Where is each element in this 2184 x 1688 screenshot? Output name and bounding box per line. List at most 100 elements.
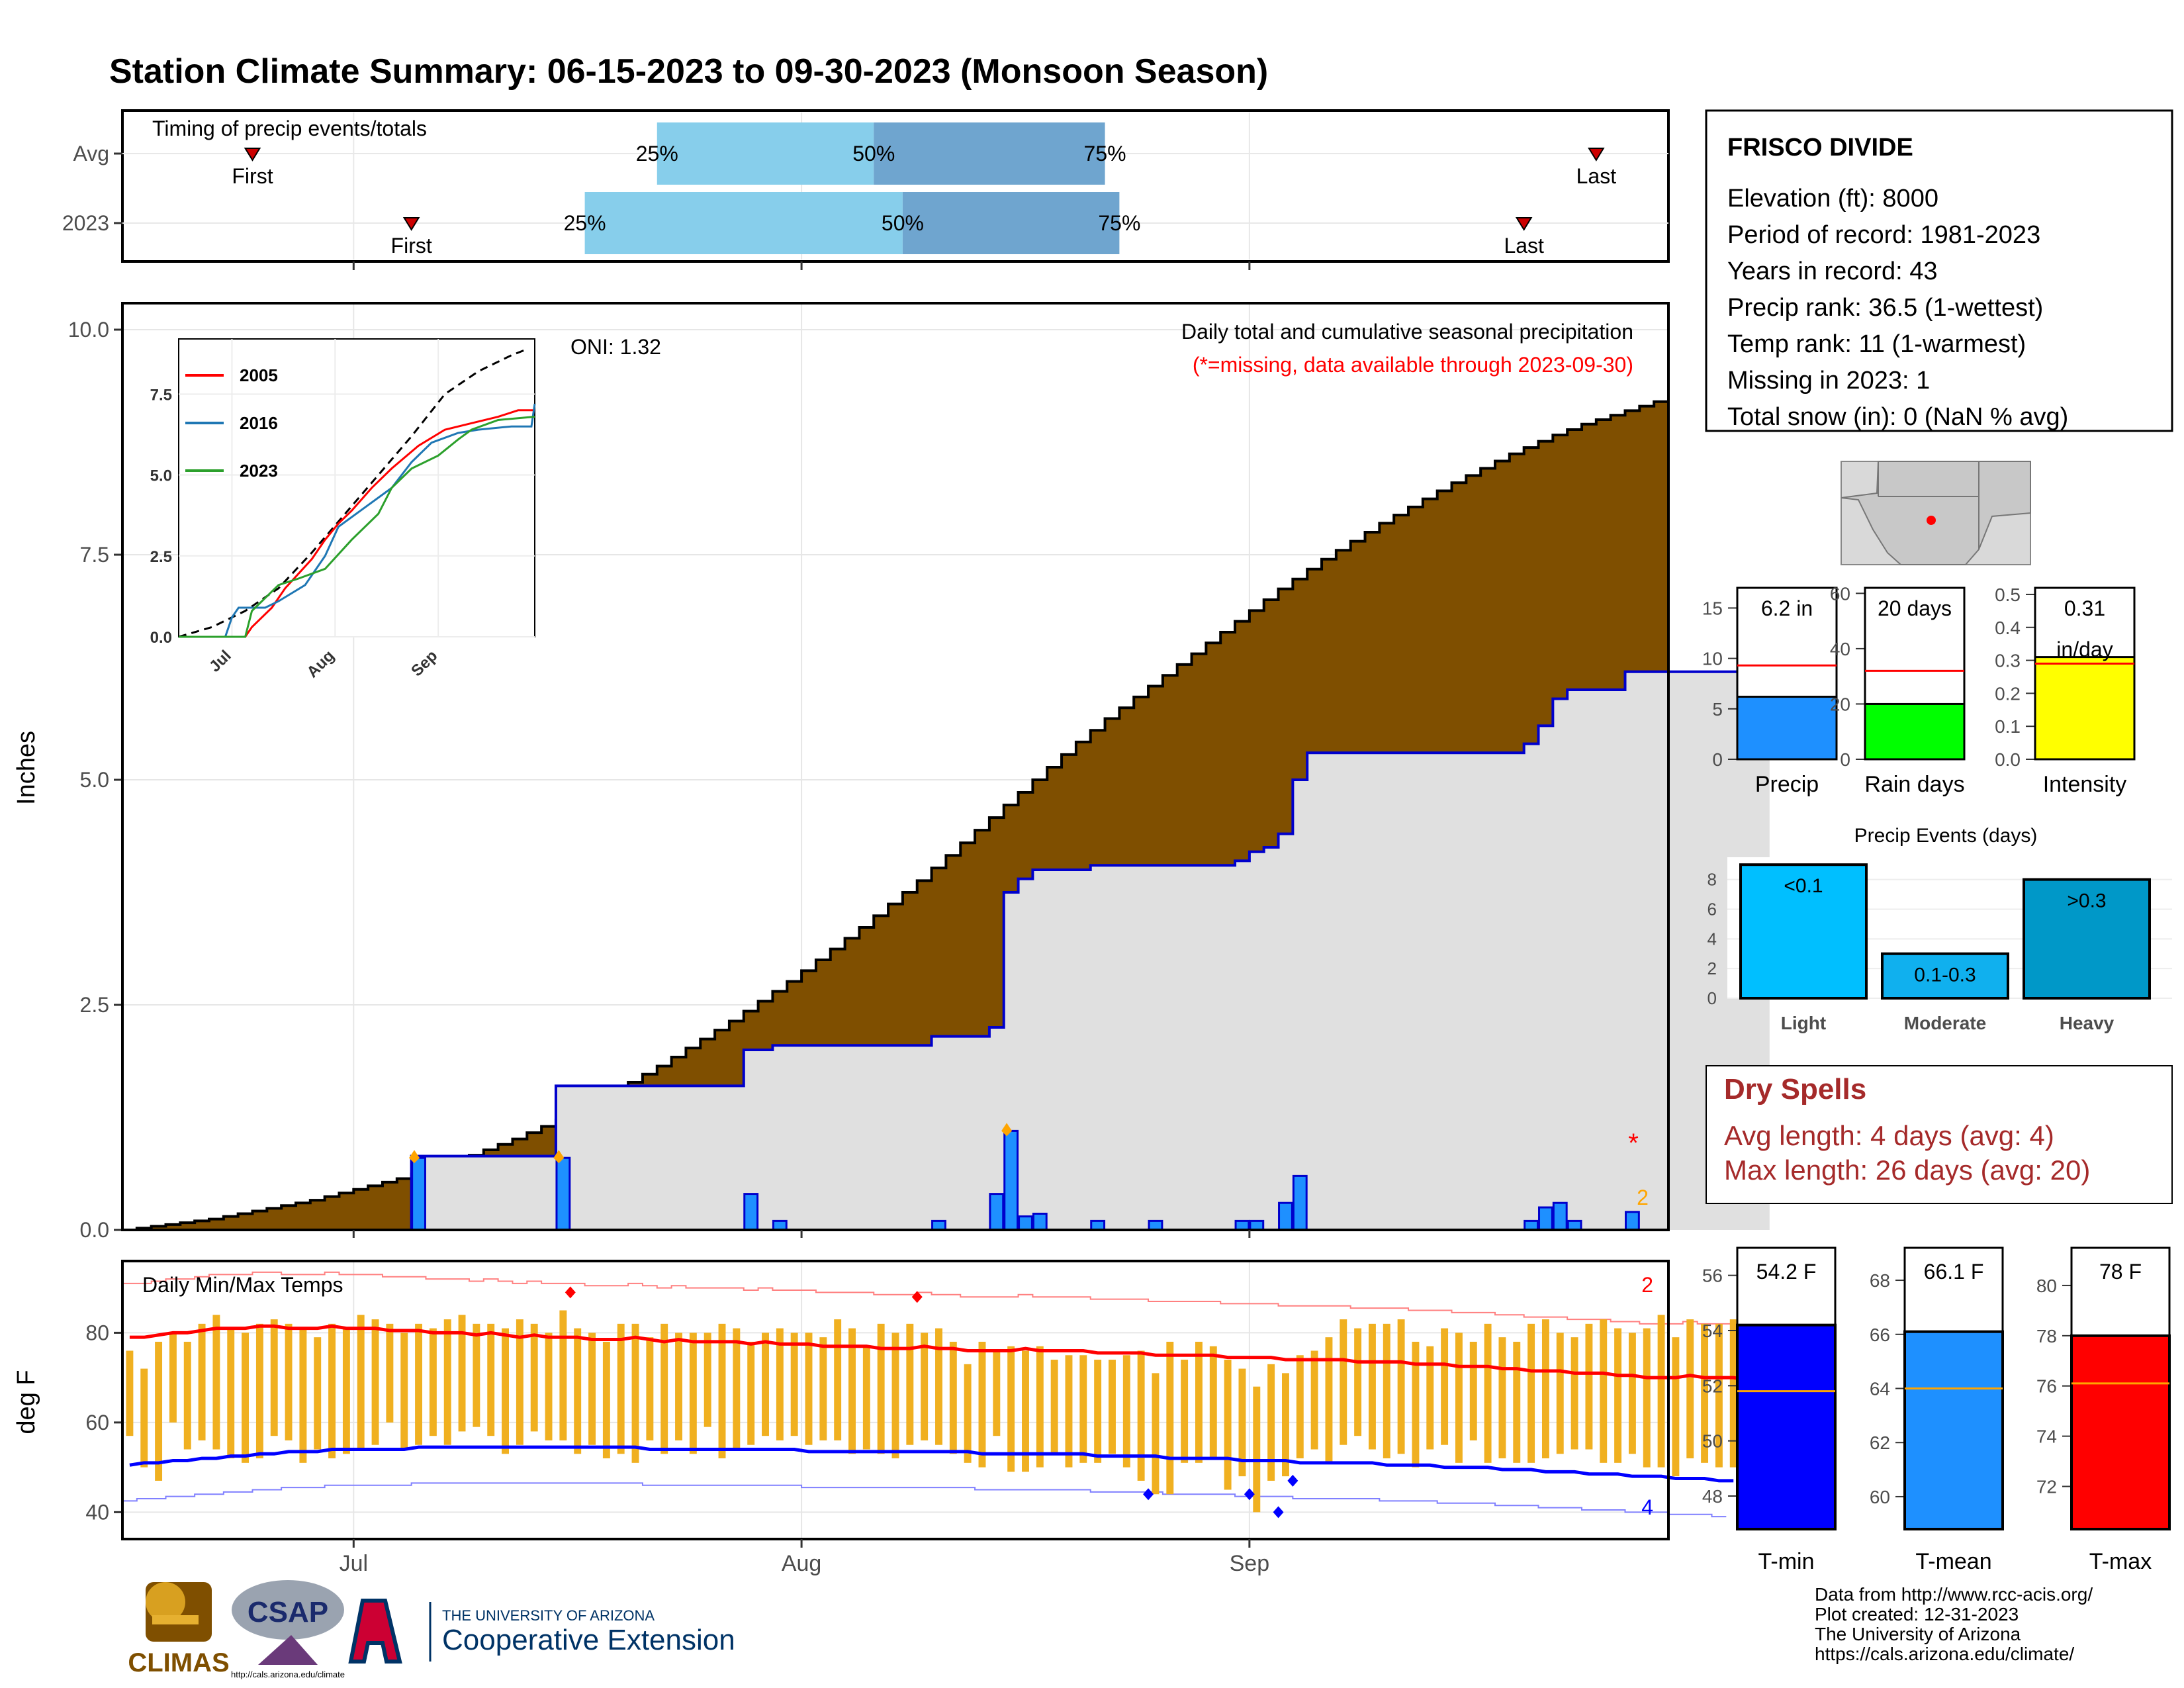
summary-bar-label: Rain days [1864, 772, 1964, 797]
events-bar-tag: <0.1 [1784, 875, 1823, 897]
daily-precip-bar [1567, 1219, 1582, 1231]
daily-temp-range-bar [212, 1315, 220, 1450]
temp-y-tick-label: 80 [85, 1321, 109, 1344]
daily-temp-range-bar [443, 1319, 451, 1445]
daily-temp-range-bar [1368, 1323, 1376, 1450]
ua-small-text: THE UNIVERSITY OF ARIZONA [442, 1607, 655, 1624]
daily-temp-range-bar [1672, 1337, 1680, 1477]
summary-y-tick-label: 0.0 [1995, 749, 2021, 770]
obs-cumulative-line [122, 670, 1770, 1231]
daily-temp-range-bar [400, 1333, 408, 1450]
daily-precip-bar [1292, 1174, 1308, 1231]
timing-event-marker [244, 148, 261, 162]
timing-row-label: Avg [73, 142, 109, 165]
inset-y-tick-label: 2.5 [150, 548, 172, 566]
daily-temp-range-bar [328, 1323, 336, 1459]
record-marker [1001, 1123, 1013, 1137]
events-bar [1881, 952, 2009, 1000]
timing-bar-q1 [584, 192, 903, 254]
daily-temp-range-bar [790, 1333, 798, 1436]
timing-p50: 50% [852, 142, 895, 165]
precip-y-tick-label: 5.0 [80, 768, 109, 792]
daily-temp-range-bar [270, 1319, 278, 1436]
daily-temp-range-bar [1310, 1350, 1318, 1450]
inset-y-tick-label: 0.0 [150, 629, 172, 647]
footer-line: Plot created: 12-31-2023 [1815, 1604, 2019, 1624]
timing-event-marker [1588, 148, 1605, 162]
dry-spells-frame [1706, 1065, 2173, 1204]
daily-precip-bar [743, 1193, 759, 1231]
daily-temp-range-bar [949, 1341, 957, 1454]
daily-temp-range-bar [1729, 1319, 1737, 1468]
ua-logo: THE UNIVERSITY OF ARIZONA Cooperative Ex… [348, 1599, 735, 1664]
timing-p50: 50% [882, 211, 924, 235]
precip-y-label: Inches [13, 731, 40, 805]
daily-temp-range-bar [1282, 1373, 1289, 1477]
record-high-marker [565, 1286, 576, 1299]
daily-temp-range-bar [386, 1323, 394, 1423]
daily-precip-bar [772, 1219, 788, 1231]
station-line: Years in record: 43 [1727, 258, 1938, 285]
timing-p25: 25% [564, 211, 606, 235]
daily-temp-range-bar [140, 1368, 148, 1468]
daily-temp-range-bar [1600, 1319, 1608, 1463]
daily-temp-range-bar [1195, 1341, 1203, 1463]
summary-y-tick-label: 0.3 [1995, 651, 2021, 671]
tmin-average-line [129, 1445, 1734, 1483]
events-y-tick-label: 2 [1707, 959, 1717, 978]
daily-temp-range-bar [646, 1337, 654, 1440]
timing-p75: 75% [1084, 142, 1126, 165]
inset-2005-line [179, 409, 535, 638]
daily-temp-range-bar [285, 1323, 293, 1440]
temp-summary-y-tick-label: 60 [1870, 1487, 1890, 1507]
summary-y-tick-label: 0.4 [1995, 618, 2021, 638]
daily-precip-bar [1032, 1213, 1048, 1231]
summary-y-tick-label: 40 [1830, 639, 1850, 659]
obs-cumulative-area [122, 671, 1770, 1230]
daily-precip-bar [1538, 1206, 1553, 1231]
summary-bar [1864, 702, 1966, 761]
station-frame [1705, 109, 2173, 432]
summary-value-label: 0.31 [2064, 596, 2105, 620]
station-line: Missing in 2023: 1 [1727, 367, 1930, 395]
timing-event-marker [1515, 217, 1533, 231]
daily-temp-range-bar [1412, 1341, 1420, 1468]
summary-y-tick-label: 60 [1830, 583, 1850, 604]
temp-summary-y-tick-label: 78 [2036, 1326, 2057, 1346]
timing-event-label: First [391, 234, 432, 258]
daily-temp-range-bar [704, 1333, 711, 1427]
tmin-record-line [122, 1482, 1727, 1518]
dry-spells-title: Dry Spells [1724, 1073, 1866, 1105]
inset-legend-label: 2016 [240, 413, 278, 433]
daily-temp-range-bar [891, 1333, 899, 1459]
daily-temp-range-bar [502, 1328, 509, 1454]
summary-value-unit: in/day [2056, 637, 2113, 661]
daily-temp-range-bar [1397, 1319, 1405, 1454]
daily-temp-range-bar [1484, 1323, 1492, 1463]
events-y-tick-label: 8 [1707, 870, 1717, 890]
daily-temp-range-bar [1209, 1346, 1217, 1459]
record-low-marker [1273, 1506, 1284, 1519]
footer-line: https://cals.arizona.edu/climate/ [1815, 1644, 2074, 1664]
record-low-marker [1143, 1488, 1154, 1501]
daily-temp-range-bar [1050, 1360, 1058, 1454]
csap-url: http://cals.arizona.edu/climate [231, 1669, 345, 1679]
events-bar-label: Heavy [2060, 1013, 2115, 1033]
daily-temp-range-bar [631, 1323, 639, 1463]
footer-line: The University of Arizona [1815, 1624, 2021, 1644]
temp-summary-y-tick-label: 50 [1702, 1431, 1723, 1452]
summary-value-label: 20 days [1878, 596, 1952, 620]
precip-frame [121, 302, 1670, 1231]
timing-label: Timing of precip events/totals [152, 117, 427, 140]
daily-temp-range-bar [1267, 1364, 1275, 1481]
daily-temp-range-bar [1166, 1341, 1174, 1495]
station-line: Total snow (in): 0 (NaN % avg) [1727, 403, 2068, 431]
events-y-tick-label: 6 [1707, 899, 1717, 919]
temp-frame [121, 1260, 1670, 1540]
station-line: Temp rank: 11 (1-warmest) [1727, 330, 2026, 358]
x-tick-label: Sep [1230, 1551, 1270, 1576]
daily-temp-range-bar [1643, 1328, 1651, 1468]
summary-y-tick-label: 0 [1840, 749, 1850, 770]
timing-p75: 75% [1098, 211, 1140, 235]
daily-temp-range-bar [559, 1310, 567, 1440]
